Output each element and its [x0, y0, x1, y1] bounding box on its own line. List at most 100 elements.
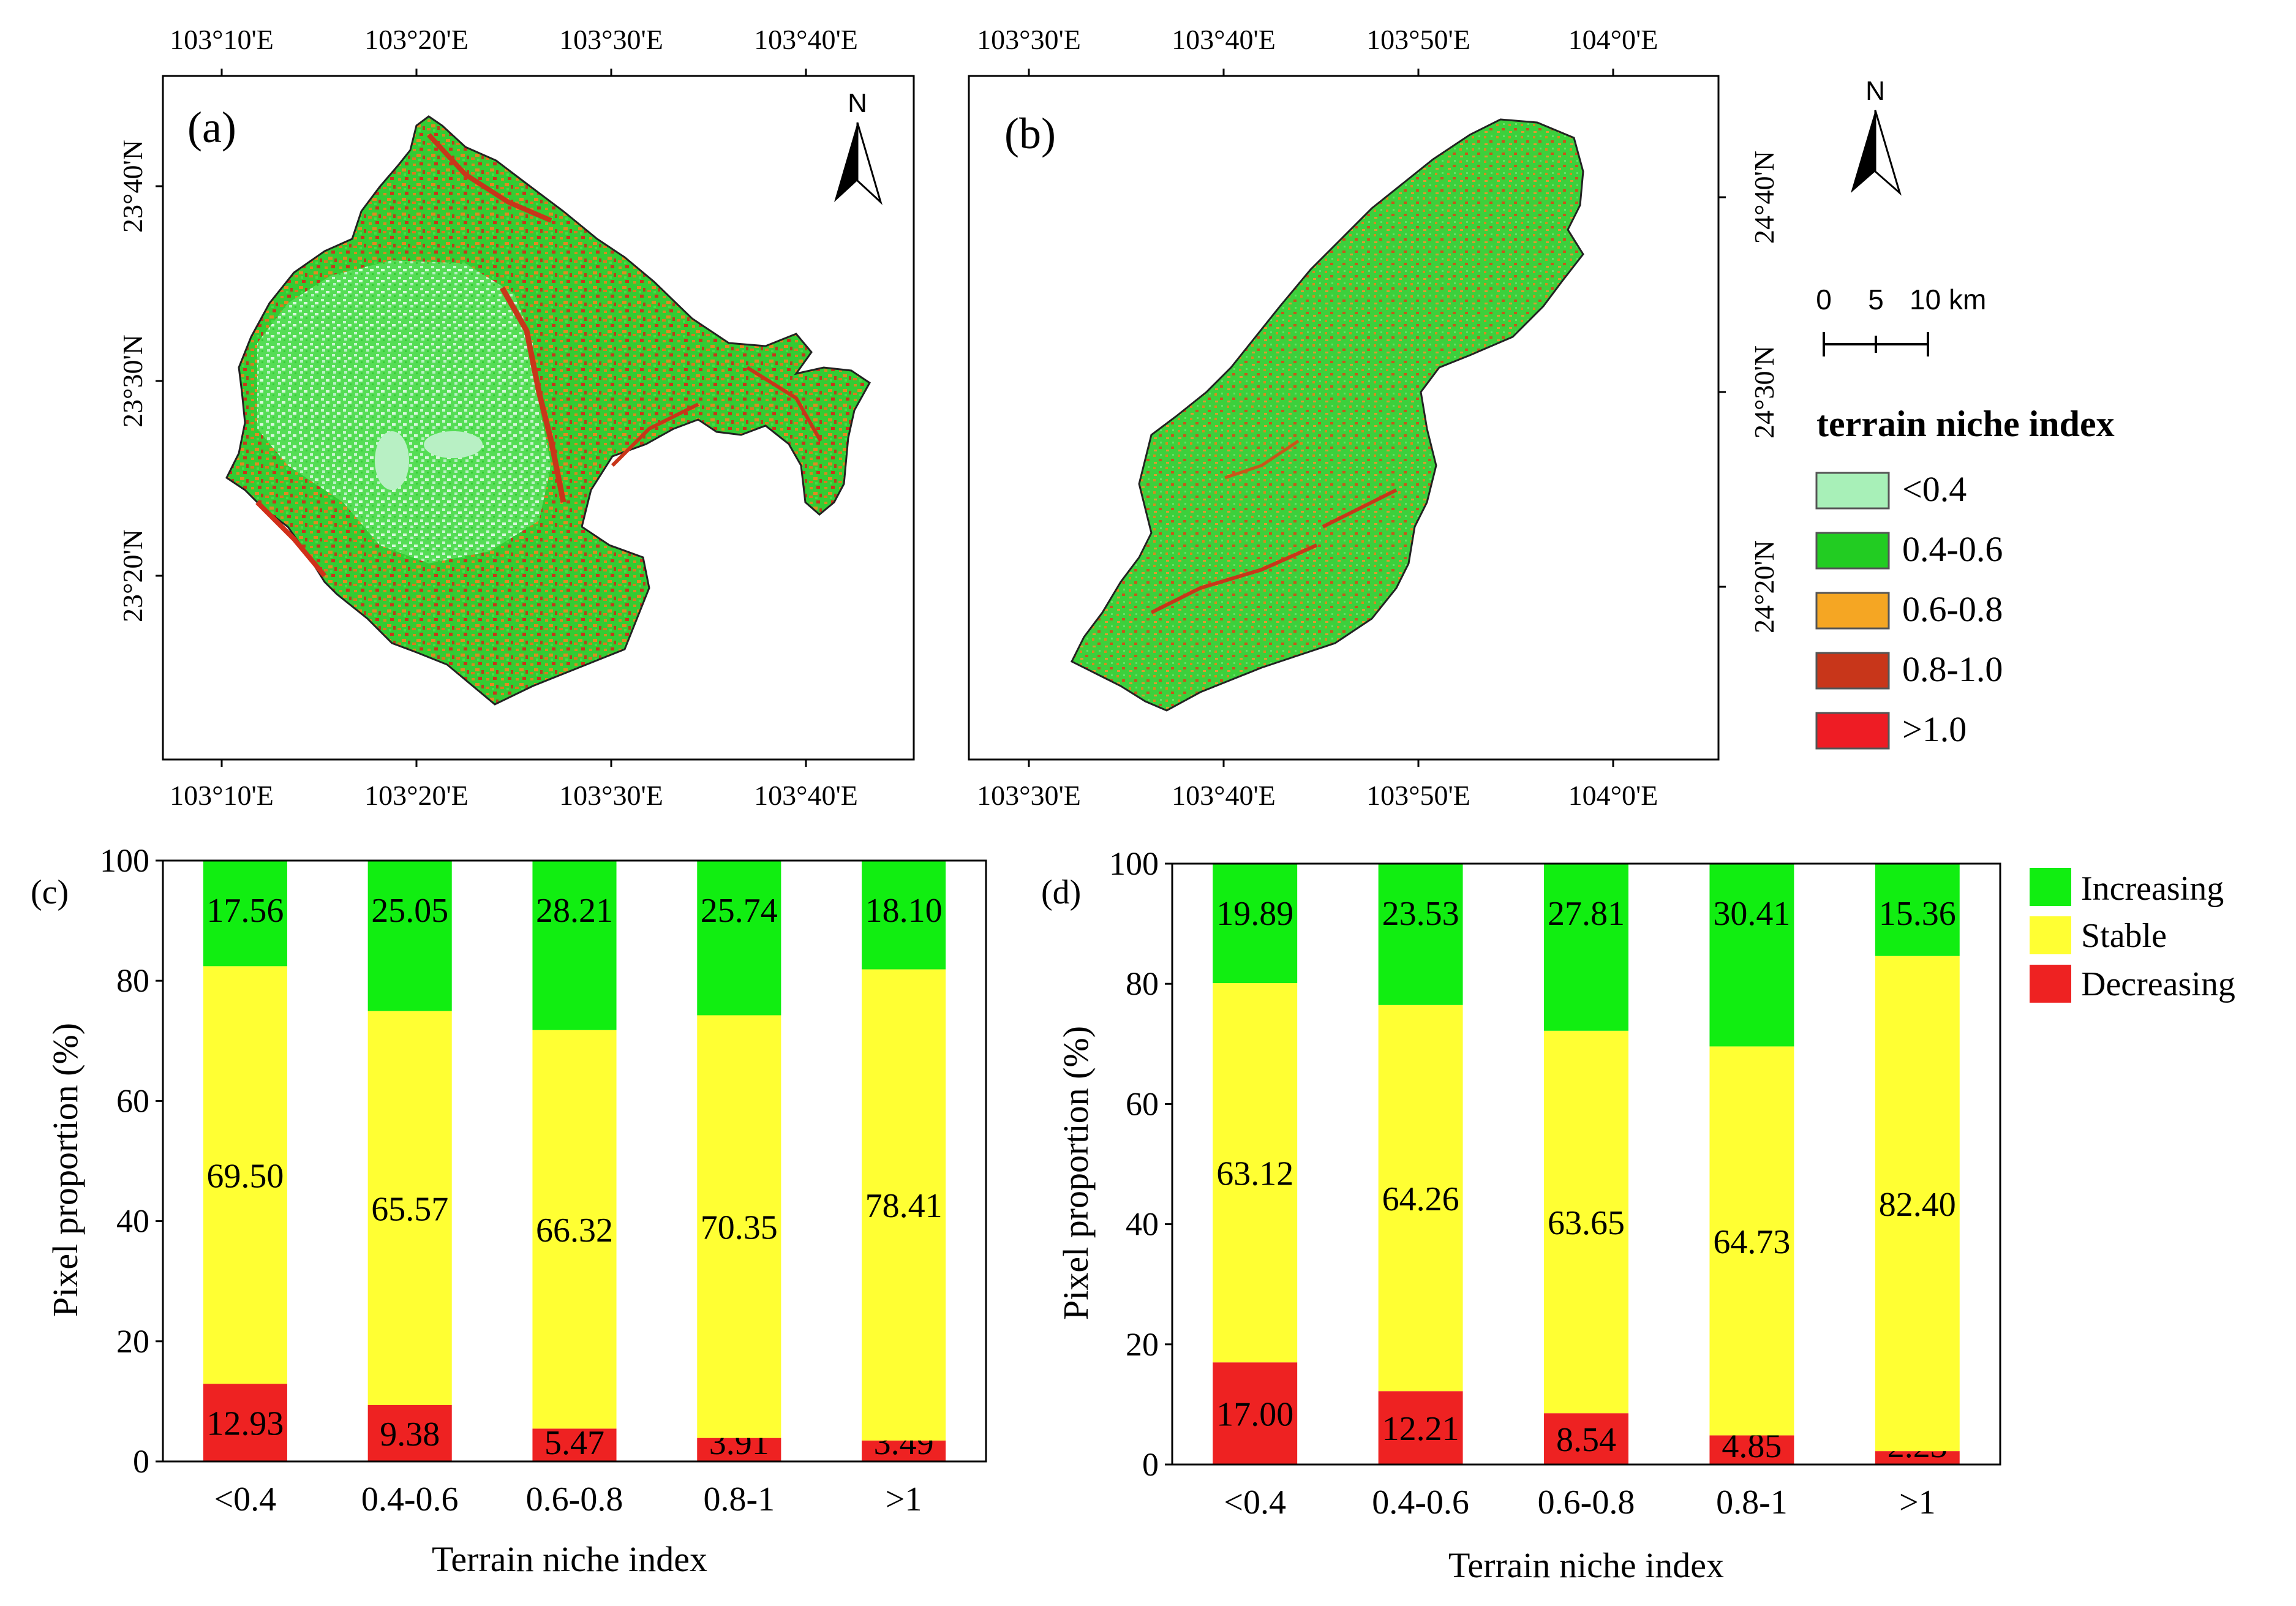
chart-c-value-stable-3: 70.35	[701, 1209, 778, 1247]
map-b-ridge-1	[1150, 543, 1318, 614]
chart-c-value-increasing-4: 18.10	[865, 892, 943, 930]
chart-d-bar-increasing-2	[1544, 864, 1628, 1031]
chart-c-bar-increasing-0	[203, 861, 287, 967]
chart-c-bar-stable-1	[367, 1011, 452, 1405]
chart-c-ytick-1: 20	[116, 1323, 149, 1360]
map-a-ridge-5	[746, 366, 822, 442]
chart-d-plot-frame	[1171, 862, 2001, 1466]
map-b-region	[1070, 118, 1584, 712]
chart-legend-label-stable: Stable	[2081, 917, 2167, 955]
chart-c-bar-stable-0	[203, 966, 287, 1384]
map-a-north-arrow-left	[834, 123, 857, 202]
legend-north-letter: N	[1865, 76, 1885, 106]
chart-d-value-stable-3: 64.73	[1713, 1223, 1790, 1261]
chart-d-ytick-2: 40	[1126, 1206, 1159, 1243]
legend-swatch-4	[1815, 712, 1890, 750]
chart-c-bar-decreasing-4	[862, 1440, 946, 1461]
map-b-right-tick-1: 24°30'N	[1748, 345, 1780, 439]
map-b: (b)	[968, 75, 1720, 761]
chart-d-ytick-5: 100	[1109, 845, 1159, 882]
chart-c-value-stable-1: 65.57	[371, 1190, 448, 1228]
map-b-top-tick-0: 103°30'E	[977, 24, 1081, 55]
chart-c-plot-frame	[162, 859, 987, 1463]
chart-d-xlabel: Terrain niche index	[1448, 1545, 1724, 1585]
scale-label-10: 10 km	[1910, 284, 1986, 315]
map-a-bottom-tick-0: 103°10'E	[170, 780, 274, 811]
legend-label-2: 0.6-0.8	[1902, 589, 2003, 629]
chart-c-xtick-0: <0.4	[214, 1480, 277, 1518]
map-a-north-arrow: N	[834, 88, 883, 205]
chart-c-ytick-0: 0	[133, 1443, 149, 1480]
map-a-bottom-tick-3: 103°40'E	[754, 780, 858, 811]
map-a-north-letter: N	[848, 88, 867, 118]
chart-d-ytick-1: 20	[1126, 1326, 1159, 1363]
legend-label-1: 0.4-0.6	[1902, 529, 2003, 569]
chart-d-value-stable-2: 63.65	[1548, 1204, 1625, 1242]
legend-label-0: <0.4	[1902, 469, 1967, 509]
legend-swatch-1	[1815, 532, 1890, 570]
map-a-left-tick-1: 23°30'N	[117, 334, 148, 428]
chart-c-value-stable-2: 66.32	[536, 1212, 613, 1250]
chart-d-xtick-2: 0.6-0.8	[1538, 1483, 1635, 1521]
map-b-right-tick-0: 24°40'N	[1748, 151, 1780, 244]
chart-c-value-stable-0: 69.50	[206, 1157, 284, 1195]
chart-legend-swatch-stable	[2030, 916, 2071, 954]
scale-bar: 0 5 10 km	[1816, 284, 1986, 356]
chart-d-value-stable-1: 64.26	[1382, 1180, 1459, 1218]
chart-d-panel-label: (d)	[1041, 873, 1081, 911]
chart-d-ylabel: Pixel proportion (%)	[1056, 1026, 1096, 1320]
chart-legend-swatch-decreasing	[2030, 965, 2071, 1003]
chart-d-ytick-0: 0	[1142, 1446, 1159, 1483]
chart-c: 12.93 69.50 17.56 <0.4 9.38 65.57 25.05 0.4-0.6…	[31, 842, 987, 1579]
map-b-bottom-tick-1: 103°40'E	[1172, 780, 1276, 811]
chart-d-value-increasing-2: 27.81	[1548, 895, 1625, 933]
map-a-ridge-1	[500, 286, 566, 503]
map-a-lowland	[257, 260, 551, 564]
chart-legend-label-decreasing: Decreasing	[2081, 965, 2235, 1003]
chart-c-bar-increasing-4	[862, 861, 946, 970]
chart-d-xtick-3: 0.8-1	[1716, 1483, 1788, 1521]
chart-d-bar-increasing-3	[1709, 864, 1794, 1047]
scale-bar-line	[1823, 332, 1929, 356]
chart-d-xtick-0: <0.4	[1224, 1483, 1286, 1521]
chart-c-xtick-1: 0.4-0.6	[361, 1480, 459, 1518]
scale-label-5: 5	[1868, 284, 1884, 315]
chart-c-bar-decreasing-3	[697, 1438, 781, 1461]
chart-d-value-increasing-0: 19.89	[1216, 895, 1293, 933]
legend-north-arrow-left	[1851, 110, 1875, 193]
chart-c-value-decreasing-1: 9.38	[380, 1416, 440, 1453]
legend-label-4: >1.0	[1902, 709, 1967, 749]
chart-c-value-increasing-2: 28.21	[536, 892, 613, 930]
map-b-bottom-tick-3: 104°0'E	[1568, 780, 1658, 811]
chart-c-bar-stable-3	[697, 1015, 781, 1438]
chart-d-bar-increasing-4	[1875, 864, 1960, 956]
chart-d-value-increasing-1: 23.53	[1382, 895, 1459, 933]
chart-d-value-increasing-4: 15.36	[1879, 895, 1956, 933]
map-b-ridge-3	[1224, 439, 1300, 480]
map-a-panel-label: (a)	[187, 103, 236, 152]
map-a-top-tick-0: 103°10'E	[170, 24, 274, 55]
map-a-ridge-3	[255, 500, 327, 578]
chart-c-value-increasing-1: 25.05	[371, 892, 448, 930]
map-a-top-tick-1: 103°20'E	[364, 24, 469, 55]
chart-d-ytick-3: 60	[1126, 1085, 1159, 1122]
map-a-top-tick-3: 103°40'E	[754, 24, 858, 55]
chart-c-xtick-4: >1	[886, 1480, 922, 1518]
scale-label-0: 0	[1816, 284, 1832, 315]
chart-d-xtick-1: 0.4-0.6	[1372, 1483, 1469, 1521]
map-a-ridge-4	[611, 402, 699, 467]
chart-d-bar-stable-3	[1709, 1046, 1794, 1436]
chart-d-value-stable-4: 82.40	[1879, 1186, 1956, 1224]
chart-d-bar-decreasing-2	[1544, 1413, 1628, 1465]
map-a-bottom-tick-1: 103°20'E	[364, 780, 469, 811]
map-b-bottom-tick-2: 103°50'E	[1366, 780, 1470, 811]
chart-c-bar-decreasing-0	[203, 1384, 287, 1461]
chart-d-value-decreasing-2: 8.54	[1556, 1421, 1616, 1459]
chart-d-bar-decreasing-3	[1709, 1435, 1794, 1465]
map-a-left-tick-0: 23°40'N	[117, 140, 148, 233]
chart-c-bar-stable-2	[532, 1030, 617, 1429]
map-b-bottom-tick-0: 103°30'E	[977, 780, 1081, 811]
map-a-bottom-tick-2: 103°30'E	[559, 780, 663, 811]
legend-swatch-0	[1815, 472, 1890, 510]
legend-title: terrain niche index	[1816, 404, 2115, 444]
